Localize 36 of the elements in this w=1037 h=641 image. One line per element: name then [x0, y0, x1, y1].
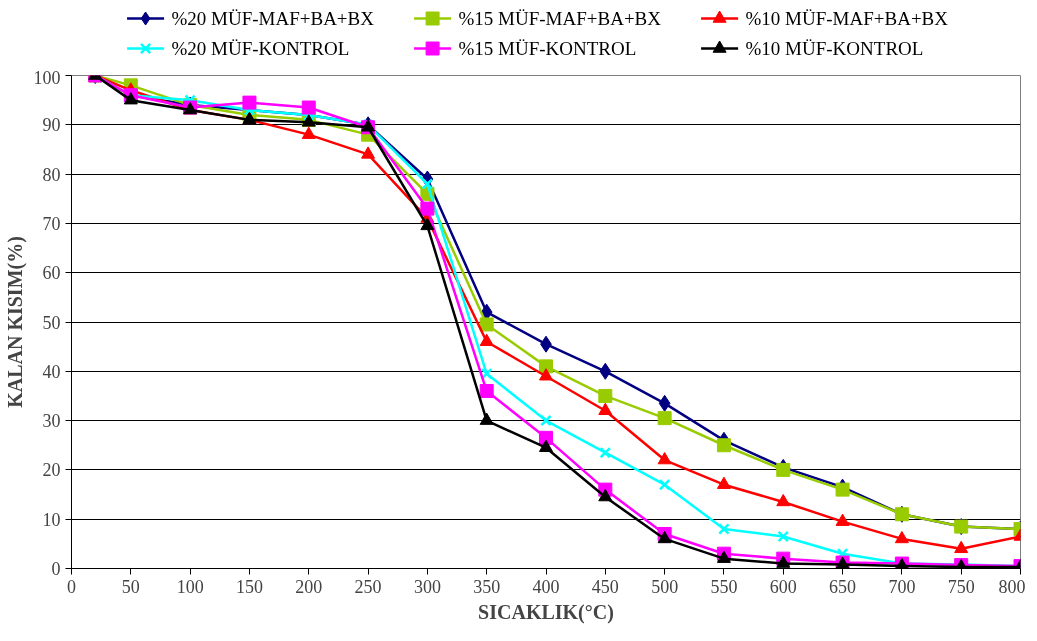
x-tick-label: 350	[473, 576, 501, 597]
y-tick-label: 20	[42, 460, 61, 481]
y-tick-label: 80	[42, 164, 61, 185]
legend-label: %20 MÜF-MAF+BA+BX	[171, 8, 375, 29]
y-tick-label: 90	[42, 115, 61, 136]
x-tick-label: 700	[888, 576, 916, 597]
y-tick-label: 10	[42, 509, 61, 530]
legend-label: %10 MÜF-KONTROL	[745, 38, 924, 59]
y-axis-title: KALAN KISIM(%)	[3, 236, 27, 408]
y-tick-label: 30	[42, 411, 61, 432]
x-tick-label: 0	[67, 576, 76, 597]
x-tick-label: 450	[591, 576, 619, 597]
x-tick-label: 50	[121, 576, 140, 597]
y-tick-label: 100	[33, 67, 61, 88]
x-tick-label: 550	[710, 576, 738, 597]
x-tick-label: 200	[295, 576, 323, 597]
legend-label: %15 MÜF-MAF+BA+BX	[458, 8, 662, 29]
x-tick-label: 400	[532, 576, 560, 597]
y-tick-label: 70	[42, 213, 61, 234]
legend-label: %10 MÜF-MAF+BA+BX	[745, 8, 949, 29]
x-tick-label: 150	[235, 576, 263, 597]
x-tick-label: 100	[176, 576, 204, 597]
y-tick-label: 60	[42, 263, 61, 284]
legend-label: %15 MÜF-KONTROL	[458, 38, 637, 59]
x-tick-label: 250	[354, 576, 382, 597]
x-axis-title: SICAKLIK(°C)	[478, 600, 614, 624]
legend-label: %20 MÜF-KONTROL	[171, 38, 350, 59]
y-tick-label: 50	[42, 312, 61, 333]
y-tick-label: 0	[51, 559, 61, 579]
y-tick-label: 40	[42, 361, 61, 382]
x-tick-label: 750	[947, 576, 975, 597]
x-tick-label: 300	[413, 576, 441, 597]
x-tick-label: 600	[769, 576, 797, 597]
x-tick-label: 500	[651, 576, 679, 597]
x-tick-label: 650	[829, 576, 857, 597]
x-tick-label: 800	[998, 576, 1026, 597]
